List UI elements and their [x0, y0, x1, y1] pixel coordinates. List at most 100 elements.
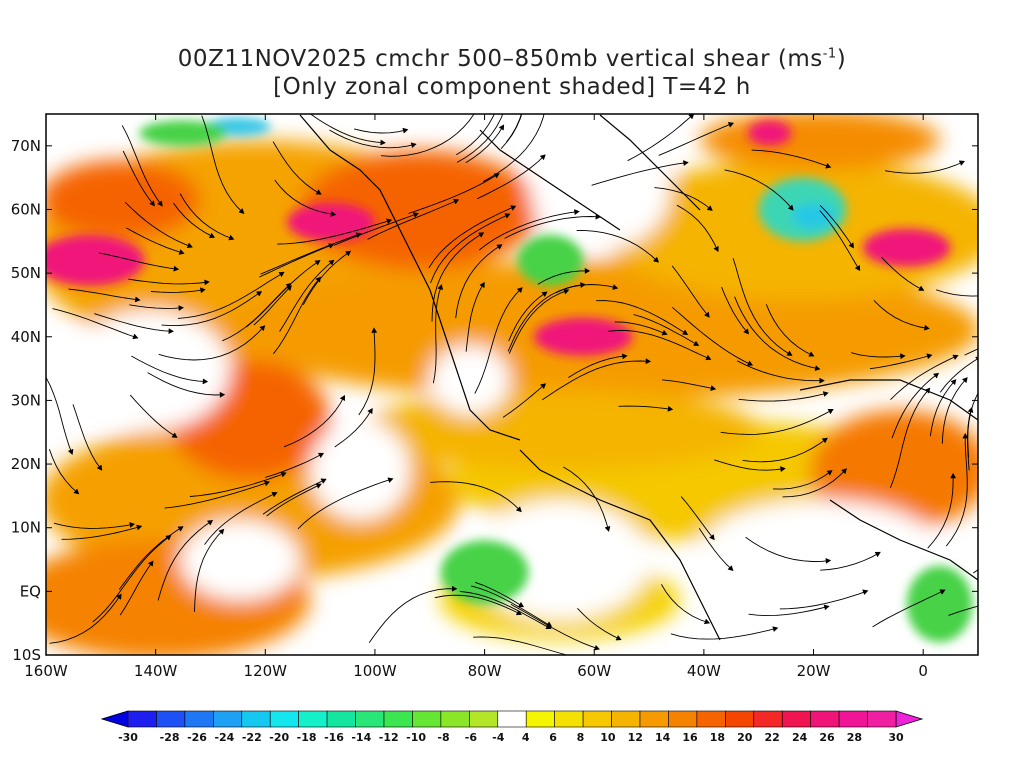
streamline-arrow [202, 378, 209, 385]
streamline-arrow [862, 589, 869, 595]
streamline [720, 409, 834, 435]
streamline-arrow [504, 213, 511, 219]
colorbar-swatch [781, 710, 811, 728]
streamline-arrow [508, 66, 513, 71]
lat-tick-label: 40N [11, 328, 41, 346]
streamline [52, 308, 138, 339]
streamline-arrow [1017, 330, 1022, 335]
lon-tick-label: 160W [24, 662, 68, 680]
streamline [891, 373, 939, 439]
streamline [736, 360, 824, 382]
streamline [972, 569, 978, 574]
streamline-arrow [314, 260, 321, 266]
streamline [661, 379, 716, 390]
streamline [465, 282, 485, 352]
streamline-arrow [923, 325, 930, 331]
streamline-arrow [371, 327, 377, 333]
streamline [680, 496, 715, 540]
streamline-arrow [315, 483, 322, 489]
streamline [428, 205, 516, 269]
streamline [124, 201, 193, 248]
streamline-arrow [116, 593, 122, 600]
streamline-arrow [199, 287, 206, 293]
streamline [264, 453, 324, 478]
streamline-arrow [499, 124, 505, 131]
streamline [161, 291, 262, 327]
streamline-arrow [132, 333, 139, 340]
streamline [473, 636, 569, 655]
streamline [367, 199, 459, 240]
colorbar-label: 12 [628, 731, 643, 744]
streamline-arrow [612, 284, 619, 290]
streamline-arrow [97, 464, 103, 471]
streamline-arrow [278, 271, 285, 277]
streamline-arrow [286, 285, 292, 291]
streamline [277, 219, 392, 245]
streamline [618, 405, 673, 410]
streamline-arrow [157, 200, 163, 207]
streamline-arrow [493, 173, 500, 179]
streamline-arrow [926, 353, 933, 359]
streamline [734, 296, 820, 370]
streamline [201, 115, 245, 214]
streamline-arrow [387, 477, 394, 483]
streamline-arrow [780, 466, 786, 472]
streamline [941, 377, 968, 444]
streamline [380, 114, 475, 157]
streamline [164, 481, 270, 509]
streamline [607, 330, 711, 360]
streamline-arrow [788, 204, 794, 211]
streamline [479, 211, 579, 251]
streamline [661, 584, 710, 624]
lon-tick-label: 140W [134, 662, 178, 680]
streamline [748, 605, 829, 617]
colorbar-swatch [440, 710, 470, 728]
streamline [872, 589, 945, 628]
colorbar-swatch [156, 710, 186, 728]
streamline-arrow [259, 325, 266, 331]
streamline [948, 605, 978, 616]
streamline [672, 306, 753, 366]
colorbar-label: -10 [406, 731, 426, 744]
streamline-arrow [320, 478, 327, 484]
chart-title-line-2: [Only zonal component shaded] T=42 h [273, 74, 751, 100]
streamline [459, 590, 551, 629]
streamline-arrow [772, 626, 779, 632]
lon-tick-label: 120W [244, 662, 288, 680]
streamline-arrow [563, 288, 570, 295]
streamline [147, 372, 225, 396]
streamline-arrow [682, 160, 689, 166]
shear-region [46, 234, 145, 286]
streamline [310, 114, 385, 144]
colorbar-swatch [753, 710, 783, 728]
streamline [880, 256, 924, 291]
streamline [456, 114, 504, 163]
streamline-arrow [822, 437, 828, 443]
longitude-axis: 160W 140W 120W 100W 80W 60W 40W 20W 0 [24, 114, 928, 680]
streamline [738, 392, 828, 402]
streamline-arrow [402, 127, 409, 134]
streamline [724, 169, 794, 211]
streamline-arrow [204, 279, 210, 286]
shear-region [139, 120, 227, 146]
streamline-arrow [950, 472, 956, 479]
streamline-arrow [451, 585, 458, 592]
streamline [72, 404, 103, 471]
streamline-arrow [814, 365, 821, 371]
streamline-arrow [148, 560, 154, 567]
coastlines [299, 114, 978, 641]
streamline [61, 525, 142, 540]
streamline-arrow [165, 534, 172, 541]
colorbar-swatch [497, 710, 527, 728]
streamline [94, 313, 174, 332]
colorbar-swatch [668, 710, 698, 728]
streamline [430, 481, 522, 512]
streamline [128, 278, 209, 285]
streamline [502, 383, 546, 418]
colorbar-label: 8 [577, 731, 585, 744]
streamline-arrow [747, 360, 754, 366]
streamline-arrow [496, 244, 503, 250]
colorbar-label: 30 [888, 731, 904, 744]
colorbar-label: -26 [187, 731, 207, 744]
streamline-arrow [228, 235, 235, 241]
